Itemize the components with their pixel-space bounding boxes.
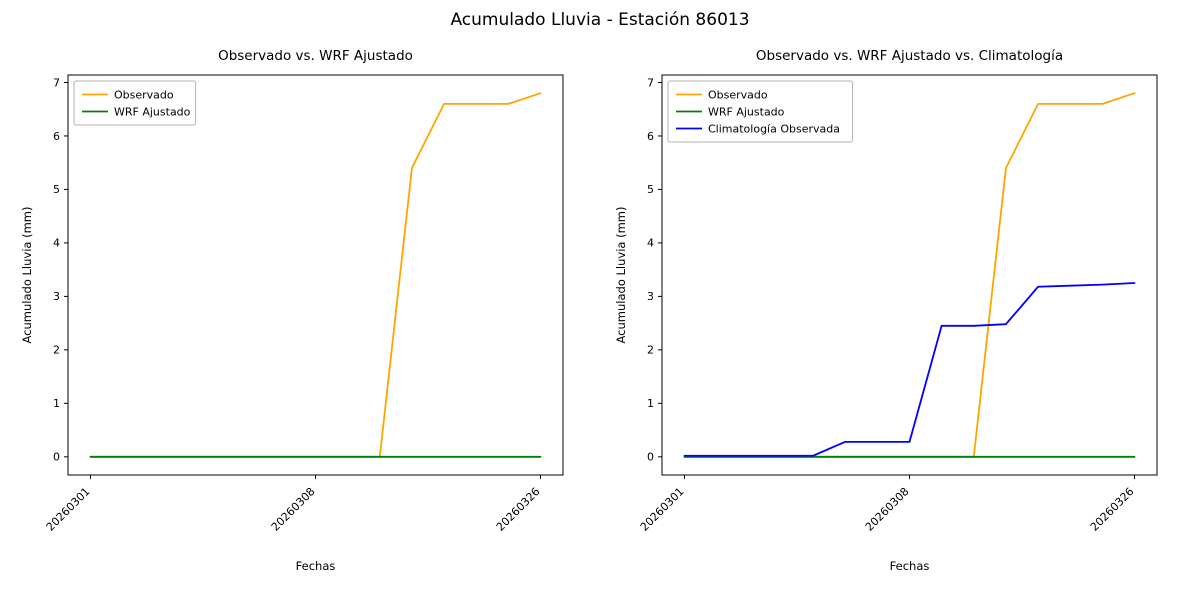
y-tick-label: 0: [53, 451, 60, 464]
x-axis-label: Fechas: [890, 559, 930, 573]
left-chart-observado-vs-wrf: Observado vs. WRF Ajustado 0 1 2 3 4 5 6 7 202603…: [18, 40, 578, 595]
y-tick-label: 5: [53, 183, 60, 196]
series-line-climatolog-a-observada: [683, 282, 1136, 457]
y-tick-label: 6: [647, 130, 654, 143]
y-tick-label: 4: [647, 237, 654, 250]
y-tick-label: 6: [53, 130, 60, 143]
x-axis-label: Fechas: [296, 559, 336, 573]
chart-svg: Observado vs. WRF Ajustado 0 1 2 3 4 5 6 7 202603…: [20, 48, 564, 573]
y-tick-label: 3: [53, 290, 60, 303]
y-axis-label: Acumulado Lluvia (mm): [614, 207, 628, 344]
y-tick-label: 1: [53, 397, 60, 410]
legend: Observado WRF Ajustado: [73, 80, 197, 126]
y-axis-label: Acumulado Lluvia (mm): [20, 207, 34, 344]
series-line-observado: [683, 92, 1136, 458]
legend-label: Observado: [708, 88, 768, 101]
x-tick-label: 20260308: [863, 485, 912, 534]
legend: Observado WRF Ajustado Climatología Observ…: [667, 80, 854, 143]
legend-label: Observado: [114, 88, 174, 101]
y-tick-label: 0: [647, 451, 654, 464]
right-chart-observado-vs-wrf-vs-climatologia: Observado vs. WRF Ajustado vs. Climatolo…: [612, 40, 1172, 595]
chart-title: Observado vs. WRF Ajustado: [218, 48, 413, 64]
legend-frame: [73, 80, 197, 126]
x-tick-label: 20260301: [44, 485, 93, 534]
legend-label: Climatología Observada: [708, 122, 840, 135]
y-tick-label: 2: [53, 344, 60, 357]
chart-title: Observado vs. WRF Ajustado vs. Climatolo…: [756, 48, 1063, 64]
x-tick-label: 20260301: [638, 485, 687, 534]
chart-svg: Observado vs. WRF Ajustado vs. Climatolo…: [614, 48, 1158, 573]
x-tick-label: 20260326: [1088, 485, 1137, 534]
legend-frame: [667, 80, 854, 143]
legend-label: WRF Ajustado: [708, 105, 785, 118]
y-tick-label: 3: [647, 290, 654, 303]
y-tick-label: 5: [647, 183, 654, 196]
plot-frame: [67, 74, 564, 476]
x-tick-label: 20260326: [494, 485, 543, 534]
y-tick-label: 7: [647, 76, 654, 89]
figure-title: Acumulado Lluvia - Estación 86013: [450, 10, 750, 30]
y-tick-label: 2: [647, 344, 654, 357]
series-line-observado: [89, 92, 542, 458]
y-tick-label: 4: [53, 237, 60, 250]
x-tick-label: 20260308: [269, 485, 318, 534]
y-tick-label: 7: [53, 76, 60, 89]
y-tick-label: 1: [647, 397, 654, 410]
legend-label: WRF Ajustado: [114, 105, 191, 118]
